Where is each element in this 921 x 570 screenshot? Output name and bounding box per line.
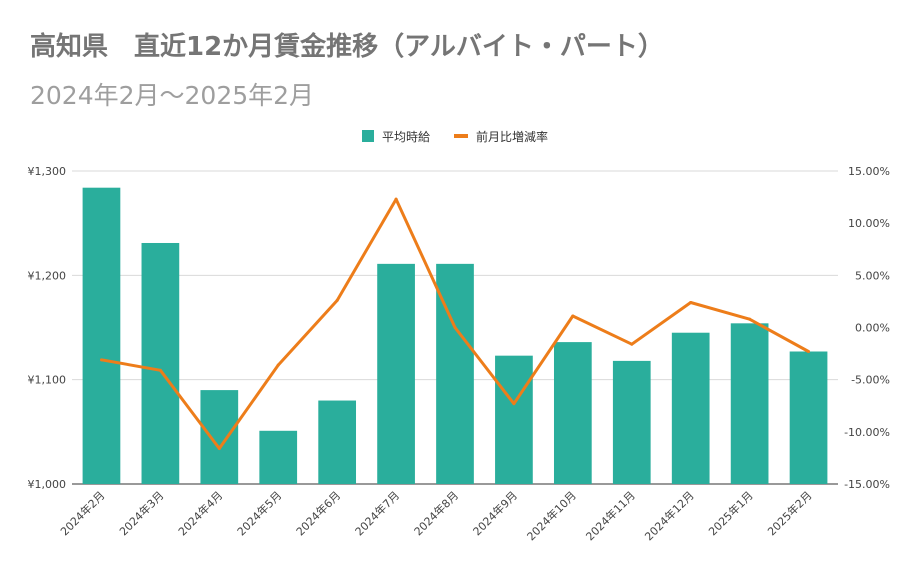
- line-point: [512, 402, 516, 406]
- bar: [259, 430, 298, 484]
- legend-label-bar: 平均時給: [382, 130, 430, 144]
- y-left-tick-label: ¥1,300: [28, 165, 67, 178]
- y-right-tick-label: 10.00%: [848, 217, 890, 230]
- legend-swatch-bar: [362, 130, 374, 142]
- bar: [671, 332, 710, 484]
- x-tick-label: 2024年5月: [234, 488, 284, 538]
- x-tick-label: 2024年4月: [175, 488, 225, 538]
- line-point: [217, 447, 221, 451]
- bar: [612, 360, 651, 484]
- x-tick-label: 2024年10月: [524, 488, 579, 543]
- bar: [141, 242, 180, 484]
- x-tick-label: 2024年12月: [642, 488, 697, 543]
- legend-label-line: 前月比増減率: [476, 129, 548, 144]
- y-right-tick-label: -5.00%: [851, 374, 890, 387]
- legend-swatch-line: [454, 134, 468, 138]
- line-series: [99, 197, 811, 451]
- bar: [495, 355, 533, 484]
- line-point: [807, 349, 811, 353]
- x-tick-label: 2024年8月: [411, 488, 461, 538]
- bar: [318, 400, 357, 484]
- line-point: [571, 314, 575, 318]
- chart-title: 高知県 直近12か月賃金推移（アルバイト・パート）: [30, 32, 664, 62]
- bar: [377, 263, 415, 484]
- left-axis: ¥1,000 ¥1,100 ¥1,200 ¥1,300: [28, 165, 67, 491]
- chart-subtitle: 2024年2月～2025年2月: [30, 81, 315, 110]
- x-tick-label: 2024年7月: [352, 488, 402, 538]
- x-axis: 2024年2月 2024年3月 2024年4月 2024年5月 2024年6月 2024年…: [57, 488, 814, 543]
- bar: [200, 390, 239, 484]
- y-left-tick-label: ¥1,000: [28, 478, 67, 491]
- y-left-tick-label: ¥1,200: [28, 269, 67, 282]
- x-tick-label: 2024年2月: [57, 488, 107, 538]
- line-point: [394, 197, 398, 201]
- line-point: [276, 363, 280, 367]
- bar: [789, 351, 828, 484]
- x-tick-label: 2024年11月: [583, 488, 638, 543]
- line-point: [630, 342, 634, 346]
- y-right-tick-label: -10.00%: [844, 426, 890, 439]
- right-axis: -15.00% -10.00% -5.00% 0.00% 5.00% 10.00% 15.0…: [844, 165, 890, 491]
- line-point: [158, 368, 162, 372]
- x-tick-label: 2024年6月: [293, 488, 343, 538]
- y-right-tick-label: 0.00%: [855, 322, 890, 335]
- x-tick-label: 2025年2月: [764, 488, 814, 538]
- y-right-tick-label: 5.00%: [855, 269, 890, 282]
- line-point: [99, 358, 103, 362]
- bar: [553, 342, 592, 484]
- bar: [730, 323, 769, 484]
- x-tick-label: 2024年9月: [470, 488, 520, 538]
- line-point: [335, 298, 339, 302]
- x-tick-label: 2024年3月: [116, 488, 166, 538]
- line-point: [748, 317, 752, 321]
- y-right-tick-label: 15.00%: [848, 165, 890, 178]
- bar-series: [82, 187, 828, 484]
- legend: 平均時給 前月比増減率: [362, 129, 548, 144]
- y-left-tick-label: ¥1,100: [28, 374, 67, 387]
- y-right-tick-label: -15.00%: [844, 478, 890, 491]
- line-point: [689, 300, 693, 304]
- bar: [82, 187, 121, 484]
- line-point: [453, 326, 457, 329]
- x-tick-label: 2025年1月: [706, 488, 756, 538]
